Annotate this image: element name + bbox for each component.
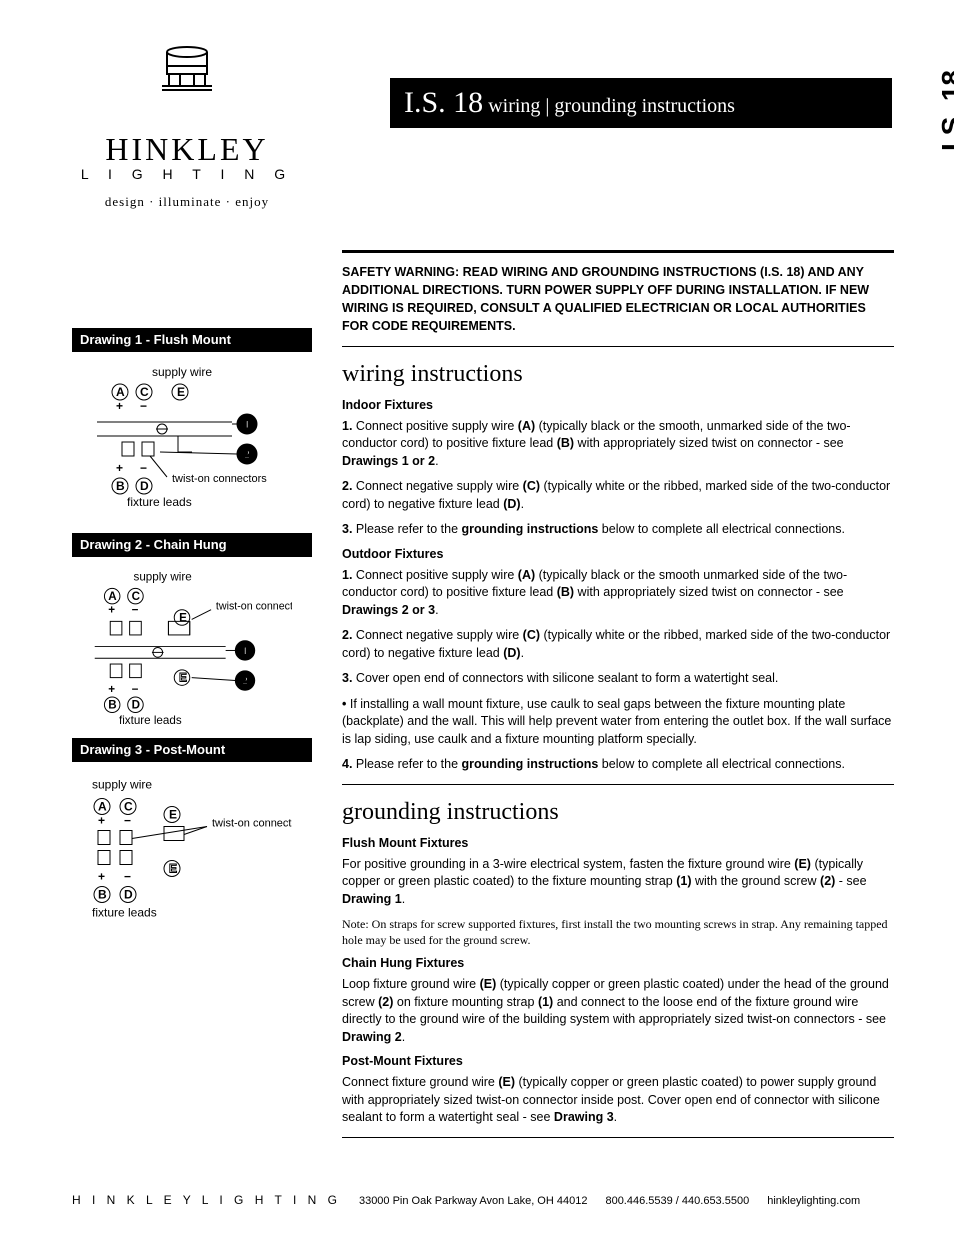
step: 2. Connect negative supply wire (C) (typ… <box>342 478 894 513</box>
svg-text:1: 1 <box>242 644 248 657</box>
chain-body: Loop fixture ground wire (E) (typically … <box>342 976 894 1046</box>
svg-text:B: B <box>108 699 116 712</box>
outdoor-head: Outdoor Fixtures <box>342 547 894 561</box>
divider <box>342 346 894 347</box>
svg-text:A: A <box>116 385 125 399</box>
svg-text:2: 2 <box>244 447 250 461</box>
svg-text:E: E <box>177 385 185 399</box>
step: 4. Please refer to the grounding instruc… <box>342 756 894 774</box>
indoor-head: Indoor Fixtures <box>342 398 894 412</box>
step: • If installing a wall mount fixture, us… <box>342 696 894 749</box>
footer-address: 33000 Pin Oak Parkway Avon Lake, OH 4401… <box>359 1195 588 1207</box>
footer-brand: H I N K L E Y L I G H T I N G <box>72 1193 341 1207</box>
drawing-1-title: Drawing 1 - Flush Mount <box>72 328 312 352</box>
brand-name: HINKLEY <box>72 131 302 168</box>
step: 1. Connect positive supply wire (A) (typ… <box>342 418 894 471</box>
svg-text:C: C <box>140 385 149 399</box>
svg-text:B: B <box>98 888 107 902</box>
logo-block: HINKLEY L I G H T I N G design · illumin… <box>72 38 302 210</box>
tagline: design · illuminate · enjoy <box>72 194 302 210</box>
svg-text:−: − <box>140 399 147 413</box>
svg-text:E: E <box>169 808 177 822</box>
side-tab: I.S. 18 <box>936 70 954 151</box>
text-column: SAFETY WARNING: READ WIRING AND GROUNDIN… <box>342 250 894 1148</box>
brand-sub: L I G H T I N G <box>72 166 302 182</box>
svg-text:+: + <box>98 814 105 828</box>
footer: H I N K L E Y L I G H T I N G 33000 Pin … <box>72 1193 894 1207</box>
svg-text:B: B <box>116 479 125 493</box>
svg-text:+: + <box>108 683 115 696</box>
svg-text:1: 1 <box>244 417 250 431</box>
drawing-2-title: Drawing 2 - Chain Hung <box>72 533 312 557</box>
svg-text:fixture leads: fixture leads <box>92 906 157 920</box>
step: 3. Cover open end of connectors with sil… <box>342 670 894 688</box>
svg-text:C: C <box>124 800 133 814</box>
step: 1. Connect positive supply wire (A) (typ… <box>342 567 894 620</box>
svg-text:D: D <box>132 699 140 712</box>
drawing-3-title: Drawing 3 - Post-Mount <box>72 738 312 762</box>
drawing-1: supply wire A C E + − 1 2 <box>72 364 292 524</box>
svg-text:C: C <box>132 590 141 603</box>
divider <box>342 250 894 253</box>
footer-phone: 800.446.5539 / 440.653.5500 <box>605 1195 749 1207</box>
post-body: Connect fixture ground wire (E) (typical… <box>342 1074 894 1127</box>
svg-text:−: − <box>124 870 131 884</box>
svg-text:supply wire: supply wire <box>134 571 192 584</box>
divider <box>342 784 894 785</box>
svg-text:−: − <box>140 461 147 475</box>
svg-text:fixture leads: fixture leads <box>119 714 182 727</box>
chain-head: Chain Hung Fixtures <box>342 956 894 970</box>
svg-text:E: E <box>179 671 187 684</box>
svg-text:2: 2 <box>242 674 248 687</box>
svg-text:D: D <box>124 888 133 902</box>
divider <box>342 1137 894 1138</box>
svg-text:twist-on connectors: twist-on connectors <box>212 818 292 830</box>
svg-text:twist-on connectors: twist-on connectors <box>172 473 267 485</box>
svg-text:supply wire: supply wire <box>92 778 152 792</box>
svg-text:A: A <box>98 800 107 814</box>
flush-note: Note: On straps for screw supported fixt… <box>342 916 894 948</box>
post-head: Post-Mount Fixtures <box>342 1054 894 1068</box>
logo-icon <box>72 38 302 128</box>
svg-text:A: A <box>108 590 117 603</box>
svg-text:fixture leads: fixture leads <box>127 495 192 509</box>
grounding-title: grounding instructions <box>342 799 894 826</box>
drawing-3: supply wire A C E + − twist-on connectors… <box>72 774 292 934</box>
safety-warning: SAFETY WARNING: READ WIRING AND GROUNDIN… <box>342 263 894 336</box>
svg-text:−: − <box>132 604 139 617</box>
svg-text:+: + <box>116 461 123 475</box>
footer-url: hinkleylighting.com <box>767 1195 860 1207</box>
svg-text:−: − <box>124 814 131 828</box>
svg-text:+: + <box>116 399 123 413</box>
title-rest: wiring | grounding instructions <box>483 95 735 117</box>
title-bar: I.S. 18 wiring | grounding instructions <box>390 78 892 128</box>
flush-head: Flush Mount Fixtures <box>342 836 894 850</box>
svg-text:−: − <box>132 683 139 696</box>
step: 2. Connect negative supply wire (C) (typ… <box>342 627 894 662</box>
outdoor-list: 1. Connect positive supply wire (A) (typ… <box>342 567 894 774</box>
wiring-title: wiring instructions <box>342 361 894 388</box>
drawings-column: Drawing 1 - Flush Mount supply wire A C … <box>72 250 312 1148</box>
drawing-2: supply wire A C E + − twist-on connectors… <box>72 569 292 729</box>
title-big: I.S. 18 <box>404 86 483 119</box>
svg-text:+: + <box>98 870 105 884</box>
svg-text:twist-on connectors: twist-on connectors <box>216 601 292 613</box>
svg-text:D: D <box>140 479 149 493</box>
svg-text:E: E <box>179 611 187 624</box>
svg-text:supply wire: supply wire <box>152 365 212 379</box>
indoor-list: 1. Connect positive supply wire (A) (typ… <box>342 418 894 539</box>
flush-body: For positive grounding in a 3-wire elect… <box>342 856 894 909</box>
svg-text:E: E <box>169 862 177 876</box>
step: 3. Please refer to the grounding instruc… <box>342 521 894 539</box>
svg-text:+: + <box>108 604 115 617</box>
